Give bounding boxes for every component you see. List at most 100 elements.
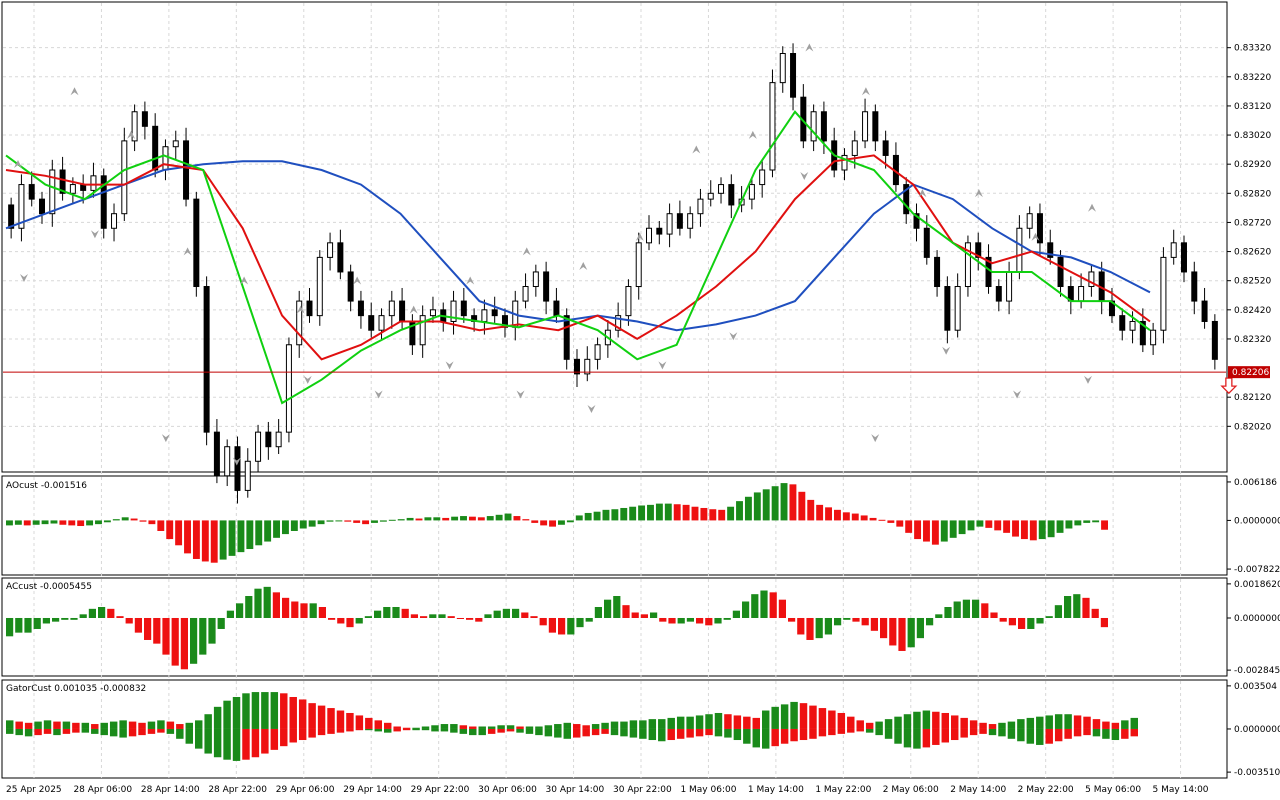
gator-upper-bar xyxy=(1111,722,1120,729)
gator-lower-bar xyxy=(393,728,401,732)
fractal-up-marker xyxy=(1088,203,1096,212)
histogram-bar xyxy=(236,603,244,618)
fractal-up-marker xyxy=(240,276,249,285)
gator-lower-bar xyxy=(1073,728,1082,737)
histogram-bar xyxy=(972,599,980,618)
histogram-bar xyxy=(604,599,612,618)
candle-body xyxy=(903,184,910,215)
gator-lower-bar xyxy=(346,728,354,732)
candle-body xyxy=(357,300,364,317)
gator-lower-bar xyxy=(582,728,590,737)
histogram-bar xyxy=(940,520,948,542)
histogram-bar xyxy=(309,603,317,618)
gator-upper-bar xyxy=(1054,714,1063,729)
candle-body xyxy=(1150,329,1157,346)
y-tick-label: -0.007822 xyxy=(1234,565,1280,575)
histogram-bar xyxy=(816,504,824,521)
x-tick-label: 29 Apr 14:00 xyxy=(343,785,402,795)
candle-body xyxy=(635,242,642,288)
histogram-bar xyxy=(655,503,663,521)
candle-body xyxy=(1047,242,1054,258)
gator-lower-bar xyxy=(204,728,212,754)
gator-lower-bar xyxy=(24,728,33,737)
histogram-bar xyxy=(1020,520,1028,540)
fractal-down-marker xyxy=(20,273,28,282)
gator-lower-bar xyxy=(620,728,628,737)
fractal-up-marker xyxy=(635,232,644,241)
gator-lower-bar xyxy=(554,728,562,738)
candle-body xyxy=(337,242,344,273)
gator-upper-bar xyxy=(478,726,486,729)
ao-pane[interactable] xyxy=(1,475,1228,576)
histogram-bar xyxy=(219,520,227,560)
histogram-bar xyxy=(798,491,806,521)
fractal-up-marker xyxy=(974,189,983,198)
gator-lower-bar xyxy=(884,728,893,739)
histogram-bar xyxy=(201,520,209,562)
candle-body xyxy=(1139,320,1146,346)
histogram-bar xyxy=(208,617,216,644)
gator-upper-bar xyxy=(421,726,430,729)
histogram-bar xyxy=(144,617,152,640)
gator-upper-bar xyxy=(629,720,638,729)
gator-lower-bar xyxy=(374,728,382,732)
histogram-bar xyxy=(148,520,156,525)
candle-body xyxy=(975,242,982,258)
gator-upper-bar xyxy=(818,708,827,729)
gator-lower-bar xyxy=(384,728,392,733)
histogram-bar xyxy=(513,516,521,521)
gator-lower-bar xyxy=(913,728,921,749)
gator-lower-bar xyxy=(195,728,203,749)
x-tick-label: 2 May 14:00 xyxy=(950,785,1006,795)
gator-lower-bar xyxy=(128,728,137,737)
fractal-down-marker xyxy=(1013,390,1022,399)
fractal-up-marker xyxy=(183,247,192,256)
gator-lower-bar xyxy=(34,728,42,736)
y-tick-label: 0.82820 xyxy=(1234,189,1271,199)
histogram-bar xyxy=(291,601,299,618)
histogram-bar xyxy=(878,519,886,521)
fractal-down-marker xyxy=(232,457,241,466)
ac-pane[interactable] xyxy=(1,577,1228,677)
histogram-bar xyxy=(371,520,378,523)
histogram-bar xyxy=(77,520,85,527)
candle-body xyxy=(563,315,570,360)
gator-upper-bar xyxy=(317,705,326,729)
histogram-bar xyxy=(364,616,372,618)
histogram-bar xyxy=(531,520,539,523)
histogram-bar xyxy=(318,606,326,618)
candle-body xyxy=(841,154,848,171)
ac-label: ACcust -0.0005455 xyxy=(6,582,92,592)
histogram-bar xyxy=(103,520,111,523)
gator-lower-bar xyxy=(573,728,581,738)
gator-lower-bar xyxy=(629,728,638,738)
gator-lower-bar xyxy=(298,728,307,741)
histogram-bar xyxy=(228,520,236,556)
gator-upper-bar xyxy=(1064,714,1072,729)
gator-upper-bar xyxy=(535,726,543,729)
fractal-up-marker xyxy=(14,160,22,169)
gator-lower-bar xyxy=(591,728,600,736)
candle-body xyxy=(213,431,220,477)
histogram-bar xyxy=(300,603,308,618)
gator-upper-bar xyxy=(336,710,345,729)
gator-upper-bar xyxy=(251,692,260,729)
histogram-bar xyxy=(744,496,752,521)
gator-lower-bar xyxy=(440,728,449,732)
price-pane[interactable] xyxy=(1,1,1228,473)
gator-upper-bar xyxy=(752,717,760,729)
gator-upper-bar xyxy=(402,727,411,729)
histogram-bar xyxy=(780,483,788,521)
histogram-bar xyxy=(246,520,254,550)
gator-upper-bar xyxy=(733,715,742,729)
candle-body xyxy=(131,111,138,142)
histogram-bar xyxy=(668,617,676,624)
gator-lower-bar xyxy=(147,728,156,734)
histogram-bar xyxy=(1003,520,1011,533)
candle-body xyxy=(368,315,375,331)
histogram-bar xyxy=(935,614,943,618)
candle-body xyxy=(532,271,539,288)
histogram-bar xyxy=(362,520,370,525)
histogram-bar xyxy=(999,617,1007,622)
